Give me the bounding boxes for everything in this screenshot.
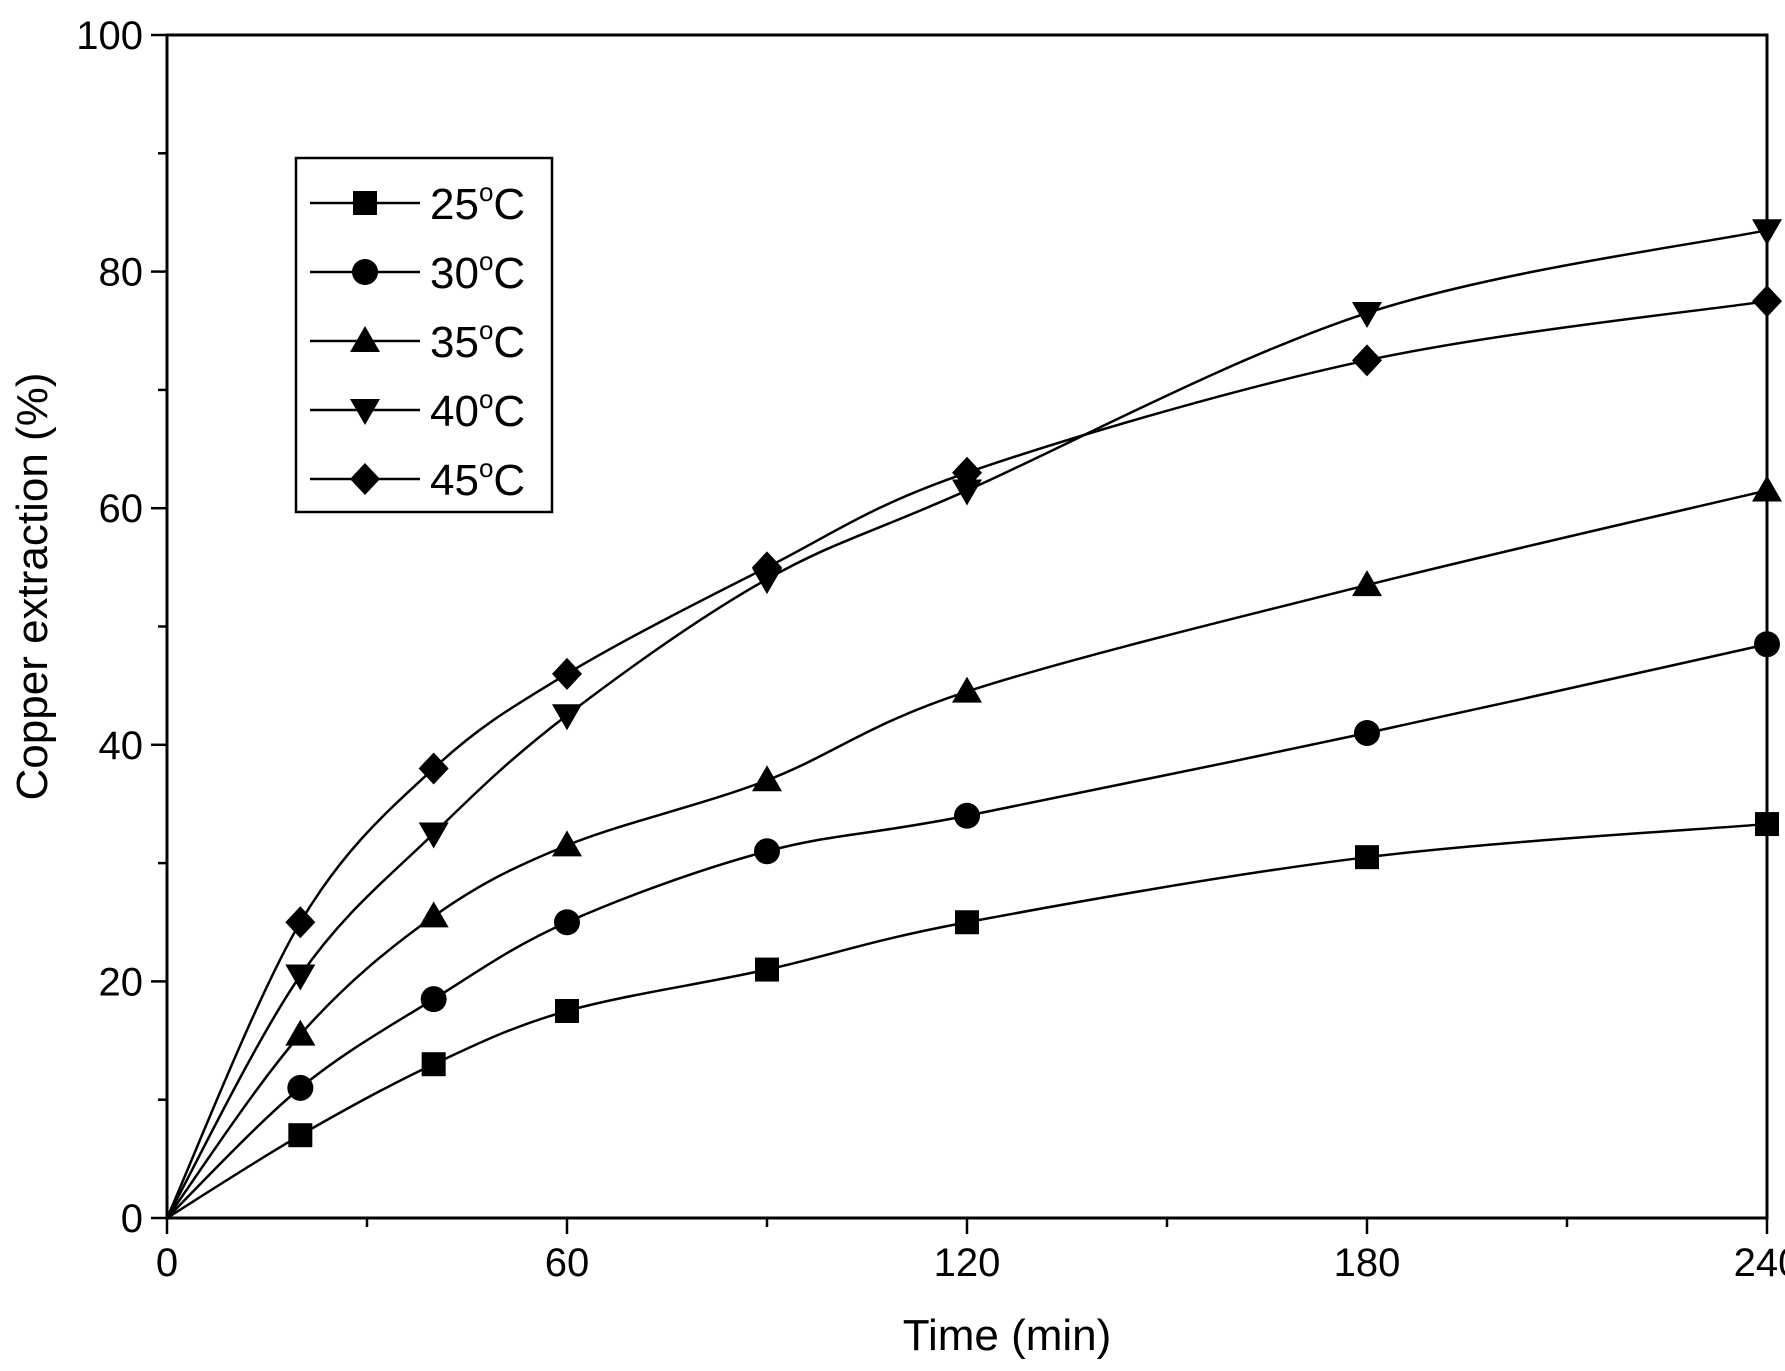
legend-marker-45 — [350, 463, 380, 495]
legend-label-unit: C — [493, 180, 525, 229]
series-markers — [285, 219, 1782, 1148]
axes: 0 60 120 180 240 0 20 40 60 80 100 — [76, 14, 1785, 1285]
x-tick-label: 120 — [934, 1241, 1001, 1285]
legend-label-degree: o — [479, 177, 493, 207]
data-point-25 — [1355, 845, 1379, 870]
y-tick-label: 100 — [76, 14, 143, 58]
legend-label: 30oC — [430, 246, 525, 298]
legend-marker-35 — [350, 326, 380, 352]
data-point-40 — [552, 704, 582, 731]
data-point-45 — [552, 657, 582, 690]
legend-label-value: 35 — [430, 318, 479, 367]
data-point-25 — [555, 998, 579, 1023]
data-point-30 — [1754, 631, 1780, 658]
series-line-25 — [166, 822, 1768, 1220]
legend-label: 35oC — [430, 315, 525, 367]
y-tick-label: 20 — [99, 960, 144, 1004]
data-point-35 — [552, 830, 582, 857]
y-tick-label: 60 — [99, 487, 144, 531]
legend-label-unit: C — [493, 249, 525, 298]
data-point-25 — [421, 1052, 446, 1077]
y-tick-label: 0 — [121, 1197, 143, 1241]
data-point-30 — [554, 909, 580, 936]
legend-label-unit: C — [493, 318, 525, 367]
data-point-30 — [420, 986, 447, 1013]
series-line-35 — [165, 489, 1768, 1219]
data-point-30 — [754, 838, 780, 865]
data-point-40 — [418, 822, 449, 849]
legend-label-unit: C — [493, 387, 525, 436]
data-point-35 — [285, 1019, 316, 1046]
data-point-45 — [418, 752, 449, 785]
legend-marker-25 — [353, 191, 377, 215]
y-tick-label: 40 — [99, 724, 144, 768]
data-point-40 — [285, 964, 316, 991]
data-point-40 — [952, 479, 982, 506]
legend-box — [294, 156, 554, 514]
legend-label: 45oC — [430, 453, 525, 505]
y-tick-label: 80 — [99, 251, 144, 295]
data-point-45 — [952, 456, 982, 489]
legend-label-value: 45 — [430, 456, 479, 505]
legend-marker-30 — [352, 259, 378, 285]
data-point-35 — [1752, 475, 1782, 502]
legend-label-value: 30 — [430, 249, 479, 298]
data-point-40 — [1352, 302, 1382, 329]
x-tick-label: 0 — [156, 1241, 178, 1285]
x-tick-label: 240 — [1734, 1241, 1785, 1285]
legend-label: 25oC — [430, 177, 525, 229]
data-point-35 — [418, 901, 449, 928]
data-point-45 — [1752, 285, 1782, 318]
data-point-40 — [1752, 219, 1782, 246]
data-point-35 — [752, 765, 782, 792]
data-point-25 — [955, 910, 979, 935]
data-point-35 — [1352, 570, 1382, 597]
x-tick-label: 60 — [545, 1241, 590, 1285]
y-axis-title: Copper extraction (%) — [8, 373, 57, 801]
legend-label-degree: o — [479, 453, 493, 483]
legend-label: 40oC — [430, 384, 525, 436]
data-point-30 — [287, 1074, 314, 1101]
data-point-30 — [954, 802, 980, 829]
data-point-25 — [288, 1123, 313, 1148]
data-point-30 — [1354, 719, 1380, 746]
legend-label-degree: o — [479, 246, 493, 276]
legend-label-degree: o — [479, 315, 493, 345]
data-point-25 — [755, 957, 779, 982]
data-point-45 — [285, 906, 316, 939]
data-point-45 — [752, 551, 782, 584]
x-axis-title: Time (min) — [903, 1311, 1112, 1360]
data-point-25 — [1755, 812, 1779, 837]
legend-label-value: 25 — [430, 180, 479, 229]
legend-marker-40 — [350, 399, 380, 425]
x-tick-label: 180 — [1334, 1241, 1401, 1285]
legend-label-unit: C — [493, 456, 525, 505]
legend-label-degree: o — [479, 384, 493, 414]
data-point-35 — [952, 676, 982, 703]
data-point-45 — [1352, 344, 1382, 377]
legend-label-value: 40 — [430, 387, 479, 436]
